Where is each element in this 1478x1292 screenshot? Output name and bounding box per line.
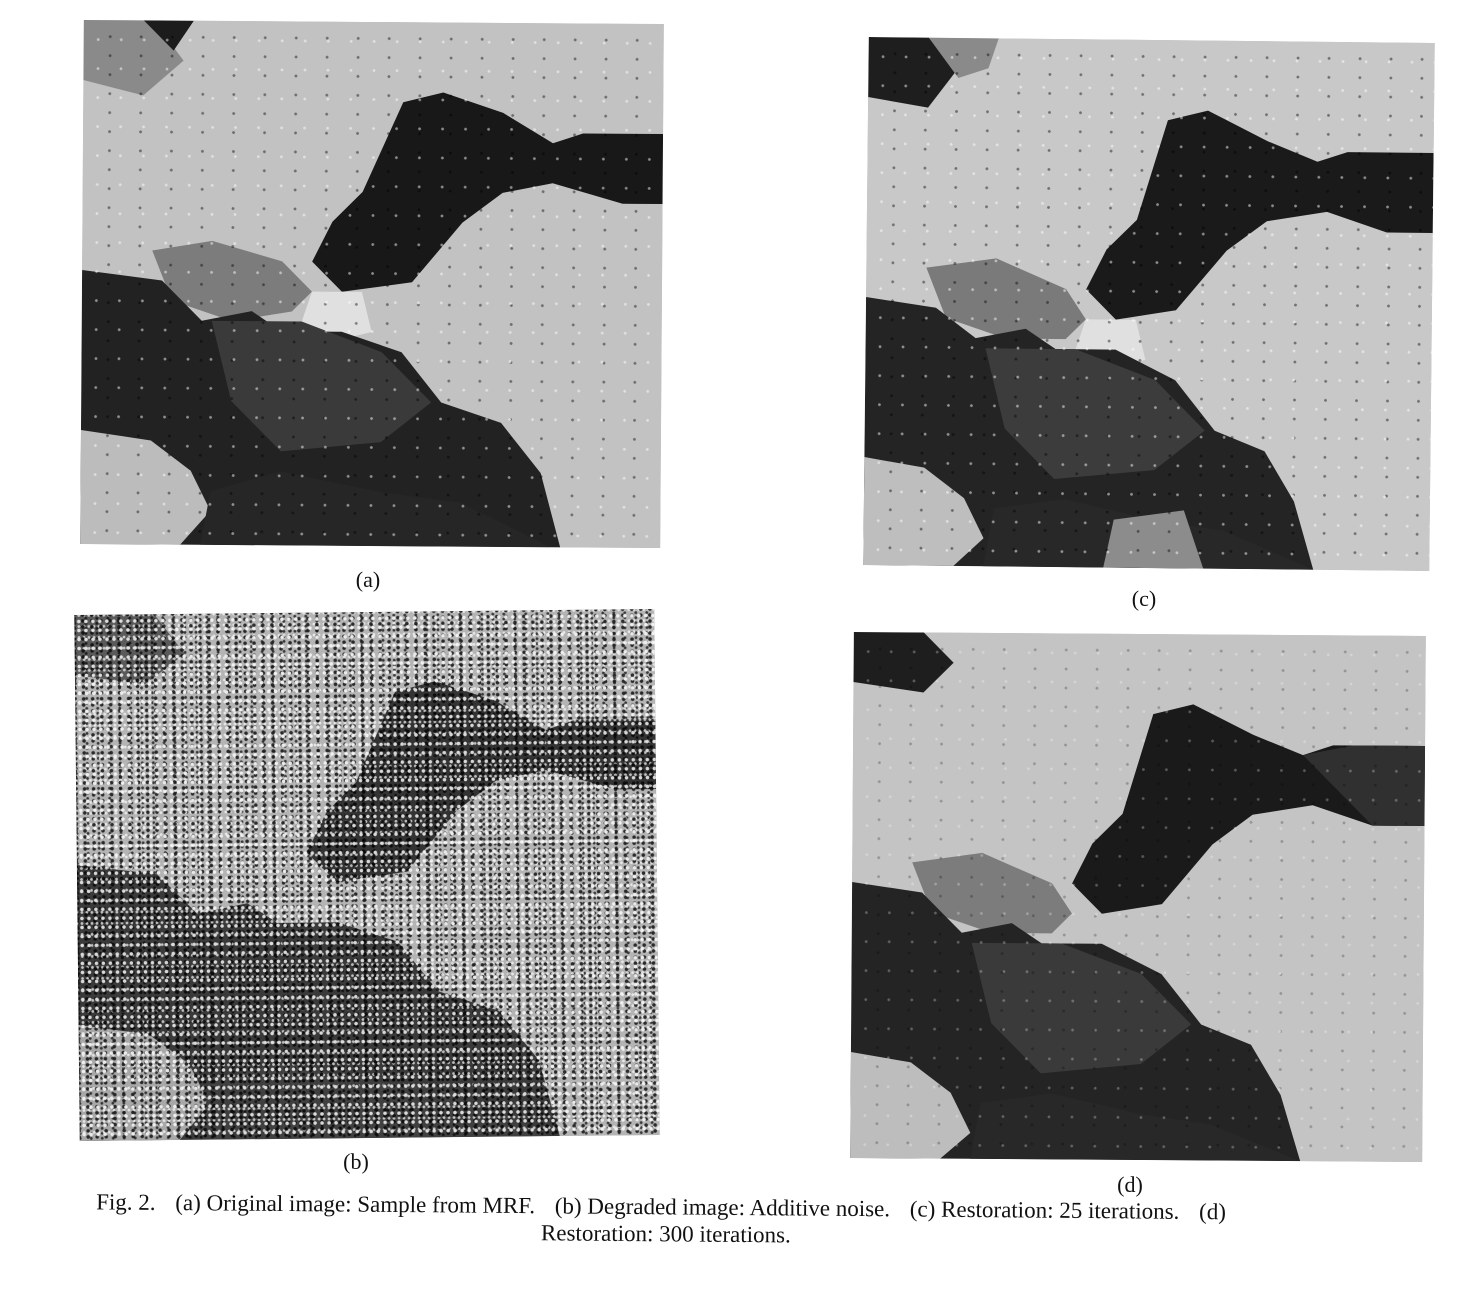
restoration-300-image (850, 632, 1426, 1162)
caption-part-a: (a) Original image: Sample from MRF. (175, 1190, 536, 1219)
caption-part-c: (c) Restoration: 25 iterations. (909, 1196, 1180, 1224)
panel-label-a: (a) (355, 567, 381, 592)
figure-caption: Fig. 2. (a) Original image: Sample from … (96, 1188, 1386, 1253)
caption-part-d-label: (d) (1199, 1198, 1227, 1225)
caption-fig-label: Fig. 2. (96, 1189, 156, 1215)
caption-part-b: (b) Degraded image: Additive noise. (554, 1193, 891, 1222)
panel-label-d: (d) (1117, 1172, 1143, 1197)
figure-panel-b (74, 608, 660, 1142)
panel-label-c: (c) (1131, 586, 1157, 611)
figure-panel-d (850, 632, 1426, 1162)
figure-panel-a (80, 19, 664, 549)
degraded-image (74, 608, 660, 1142)
mrf-sample-image (80, 19, 664, 549)
panel-label-b: (b) (343, 1149, 369, 1174)
figure-panel-c (863, 37, 1435, 571)
restoration-25-image (863, 37, 1435, 571)
